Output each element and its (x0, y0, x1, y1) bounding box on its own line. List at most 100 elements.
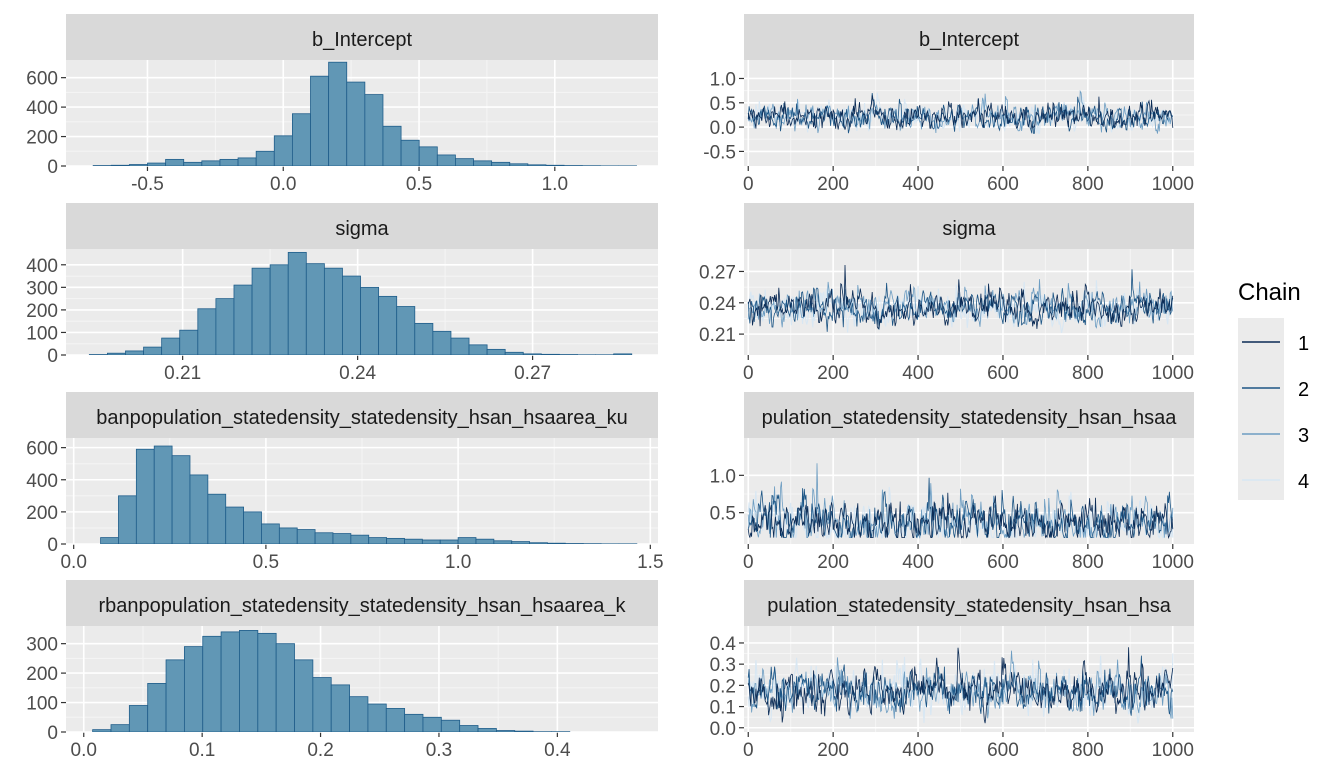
histogram-bar (346, 81, 366, 166)
histogram-bar (273, 135, 293, 166)
strip-background (744, 203, 1194, 249)
x-tick-label: 400 (902, 552, 934, 573)
x-tick-label: 1000 (1152, 740, 1194, 761)
legend-label: 4 (1298, 471, 1309, 493)
legend-items: 1 2 3 4 (1242, 333, 1309, 493)
x-tick-label: 800 (1072, 363, 1104, 384)
y-tick-label: 0.2 (710, 676, 736, 697)
x-tick-label: 200 (817, 740, 849, 761)
histogram-panel: b_Intercept -0.5 0.0 0.5 1.0 0 200 400 600 (26, 14, 658, 195)
histogram-bar (421, 539, 441, 544)
histogram-bar (312, 677, 332, 732)
trace-panel: pulation_statedensity_statedensity_hsan_… (710, 580, 1194, 761)
histogram-bar (422, 716, 442, 732)
strip-label: pulation_statedensity_statedensity_hsan_… (762, 407, 1178, 429)
chain-1-trace (747, 492, 1174, 539)
trace-panel: sigma 0 200 400 600 800 1000 0.21 0.24 0.27 (699, 203, 1194, 384)
x-tick-label: 0.21 (164, 363, 201, 384)
histogram-bar (439, 539, 459, 544)
x-tick-label: -0.5 (131, 174, 164, 195)
y-tick-label: 1.0 (710, 466, 736, 487)
histogram-bar (367, 703, 387, 732)
histogram-bar (143, 346, 163, 355)
histogram-bar (110, 724, 130, 732)
histogram-bar (514, 730, 534, 732)
histogram-bar (128, 164, 148, 166)
histogram-bar (323, 267, 343, 355)
y-tick-label: 0.5 (710, 504, 736, 525)
histogram-bar (269, 264, 289, 355)
x-tick-label: 0 (743, 740, 754, 761)
trace-panel: b_Intercept 0 200 400 600 800 1000 -0.5 0.0 0.5 1.… (703, 14, 1194, 195)
x-tick-label: 0.3 (426, 740, 452, 761)
histogram-bar (475, 538, 495, 544)
histogram-bar (493, 540, 513, 544)
histogram-bar (233, 284, 253, 355)
chain-legend: Chain 1 2 3 4 (1238, 279, 1309, 500)
histogram-bar (165, 659, 185, 732)
histogram-bar (219, 158, 239, 166)
x-tick-label: 0 (743, 363, 754, 384)
histogram-bar (486, 348, 506, 355)
x-tick-label: 1.0 (542, 174, 568, 195)
histogram-bar (118, 495, 137, 544)
histogram-bar (202, 635, 222, 732)
histogram-bar (547, 542, 566, 544)
chain-2-trace (747, 655, 1174, 716)
histogram-bar (457, 537, 477, 544)
y-tick-label: 200 (26, 301, 58, 322)
y-tick-label: 0 (47, 157, 58, 178)
histogram-bar (305, 263, 325, 355)
histogram-bar (455, 158, 474, 166)
histogram-bar (342, 275, 361, 355)
y-tick-label: 0 (47, 723, 58, 744)
histogram-bar (291, 113, 311, 166)
histogram-bar (128, 705, 149, 732)
histogram-bar (440, 719, 461, 732)
histogram-bar (545, 164, 565, 166)
y-tick-label: 0.4 (710, 634, 737, 655)
y-tick-label: 0.1 (710, 698, 736, 719)
y-tick-label: 1.0 (710, 69, 736, 90)
histogram-bar (368, 537, 388, 544)
histogram-bar (161, 337, 181, 355)
trace-panel: pulation_statedensity_statedensity_hsan_… (710, 392, 1194, 573)
histogram-bar (278, 527, 298, 544)
strip-background (66, 392, 658, 438)
x-tick-label: 0.2 (307, 740, 333, 761)
histogram-panel: banpopulation_statedensity_statedensity_… (26, 392, 664, 573)
histogram-bar (189, 474, 209, 544)
histogram-bar (450, 337, 470, 355)
histogram-bar (473, 160, 493, 166)
histogram-bar (207, 493, 227, 544)
histogram-bar (491, 161, 511, 166)
legend-title: Chain (1238, 279, 1301, 306)
histogram-bar (364, 94, 384, 166)
x-tick-label: 0 (743, 174, 754, 195)
x-tick-label: 600 (987, 740, 1019, 761)
histogram-bar (225, 506, 244, 544)
strip-background (744, 580, 1194, 626)
histogram-bar (243, 511, 262, 544)
x-tick-label: 600 (987, 363, 1019, 384)
histogram-bar (92, 729, 112, 732)
histogram-bar (511, 541, 531, 544)
x-tick-label: 600 (987, 552, 1019, 573)
y-tick-label: 0.0 (710, 118, 736, 139)
x-tick-label: 0.27 (514, 363, 551, 384)
histogram-bar (404, 713, 424, 732)
histogram-bar (125, 350, 144, 355)
histogram-bar (251, 267, 271, 355)
y-tick-label: 0.24 (699, 294, 736, 315)
y-tick-label: 0 (47, 346, 58, 367)
x-tick-label: 800 (1072, 740, 1104, 761)
x-tick-label: 0.0 (71, 740, 97, 761)
histogram-bar (400, 139, 420, 166)
histogram-bar (183, 646, 204, 732)
histogram-bar (504, 351, 524, 355)
legend-label: 2 (1298, 379, 1309, 401)
histogram-bar (328, 61, 348, 166)
y-tick-label: 0.5 (710, 94, 736, 115)
histogram-bar (436, 154, 456, 166)
